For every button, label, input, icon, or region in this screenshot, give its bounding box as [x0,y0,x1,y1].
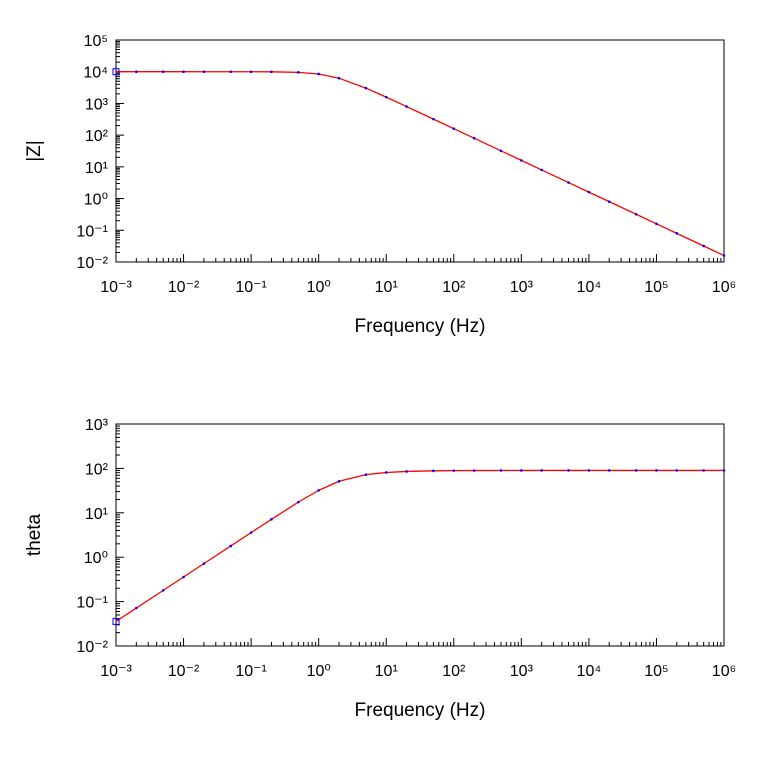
data-marker [655,222,658,226]
y-axis-label: |Z| [24,140,45,161]
data-marker [364,86,368,90]
x-tick-label: 10⁶ [712,663,736,680]
data-marker [317,489,320,492]
data-marker [182,575,185,579]
data-marker [722,469,726,472]
data-marker [202,70,206,74]
data-marker [161,70,165,74]
data-marker [249,531,253,534]
data-marker [587,469,591,472]
x-tick-label: 10³ [510,663,534,680]
x-axis-label: Frequency (Hz) [355,316,486,337]
data-marker [135,70,138,74]
x-tick-label: 10² [442,663,466,680]
data-marker [182,70,185,74]
x-tick-label: 10⁻³ [100,663,132,680]
data-marker [567,181,570,184]
x-tick-label: 10⁵ [644,279,668,296]
data-marker [112,68,120,76]
data-marker [702,469,705,472]
data-marker [270,70,273,74]
y-tick-label: 10⁻¹ [76,223,108,240]
y-tick-label: 10⁵ [84,33,108,50]
series-line [116,71,725,257]
y-tick-label: 10⁴ [83,65,108,82]
data-marker [337,479,341,483]
data-marker [634,212,638,216]
x-tick-label: 10⁻¹ [235,663,267,680]
x-tick-label: 10⁰ [307,279,331,296]
y-tick-label: 10³ [85,417,109,434]
data-marker [702,244,705,248]
data-marker [634,469,638,472]
x-tick-label: 10⁻² [168,279,200,296]
data-marker [432,469,435,473]
data-marker [655,469,658,472]
y-tick-label: 10¹ [85,160,108,177]
data-marker [520,159,523,162]
data-marker [384,95,388,99]
plot-frame [115,423,725,647]
y-tick-label: 10³ [85,96,109,113]
data-marker [229,70,233,74]
data-marker [567,469,570,472]
data-marker [297,71,300,74]
data-marker [607,469,611,472]
data-marker [540,168,543,172]
x-tick-label: 10⁻² [168,663,200,680]
x-tick-label: 10² [442,279,466,296]
y-tick-label: 10² [85,461,109,478]
x-tick-label: 10⁰ [307,663,331,680]
data-marker [675,469,679,472]
y-tick-label: 10⁻¹ [76,595,108,612]
y-tick-label: 10¹ [85,506,108,523]
data-marker [337,76,341,80]
data-marker [317,72,320,76]
data-marker [472,136,476,140]
data-marker [452,469,456,472]
x-tick-label: 10³ [510,279,534,296]
data-marker [249,70,253,74]
data-marker [587,190,591,194]
data-marker [499,469,503,472]
data-marker [112,617,120,625]
series-line [115,469,724,622]
data-marker [432,117,435,121]
data-marker [161,589,165,592]
data-marker [722,254,726,257]
data-marker [452,127,456,130]
x-axis-label: Frequency (Hz) [355,700,486,721]
data-marker [270,518,273,521]
x-tick-label: 10⁴ [577,663,602,680]
data-marker [540,469,543,472]
data-marker [405,105,408,108]
y-axis-label: theta [24,513,45,556]
data-marker [135,606,138,610]
x-tick-label: 10⁻³ [100,279,132,296]
data-marker [405,470,408,473]
x-tick-label: 10⁵ [644,663,668,680]
x-tick-label: 10¹ [375,279,398,296]
data-marker [364,473,368,476]
data-marker [499,149,503,153]
data-marker [607,200,611,203]
data-marker [520,469,523,472]
y-tick-label: 10⁰ [84,192,108,209]
y-tick-label: 10⁰ [84,550,108,567]
x-tick-label: 10⁶ [712,279,736,296]
data-marker [297,500,300,504]
x-tick-label: 10⁻¹ [235,279,267,296]
y-tick-label: 10⁻² [76,255,108,272]
x-tick-label: 10⁴ [577,279,602,296]
data-marker [229,544,233,548]
data-marker [384,471,388,474]
y-tick-label: 10² [85,128,109,145]
data-marker [675,232,679,235]
x-tick-label: 10¹ [375,663,398,680]
data-marker [202,562,206,565]
data-marker [472,469,476,472]
y-tick-label: 10⁻² [76,639,108,656]
plot-frame [115,39,725,263]
